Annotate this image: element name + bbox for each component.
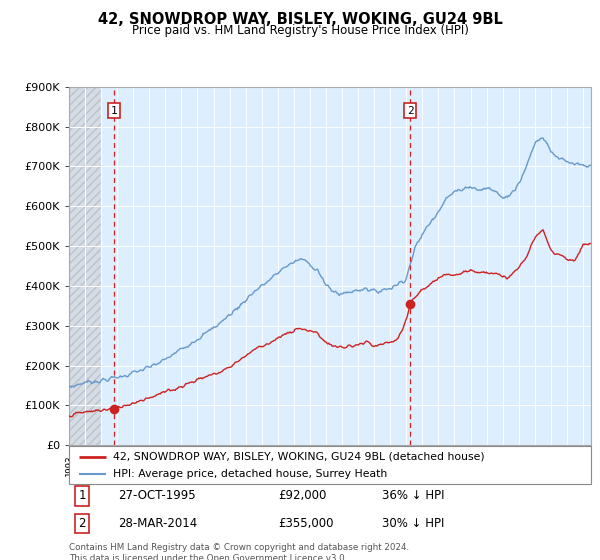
Text: 36% ↓ HPI: 36% ↓ HPI — [382, 489, 445, 502]
Text: 42, SNOWDROP WAY, BISLEY, WOKING, GU24 9BL: 42, SNOWDROP WAY, BISLEY, WOKING, GU24 9… — [98, 12, 502, 27]
Text: 1: 1 — [111, 106, 118, 116]
Text: 1: 1 — [78, 489, 86, 502]
Text: 2: 2 — [407, 106, 413, 116]
Text: 30% ↓ HPI: 30% ↓ HPI — [382, 517, 445, 530]
Text: 42, SNOWDROP WAY, BISLEY, WOKING, GU24 9BL (detached house): 42, SNOWDROP WAY, BISLEY, WOKING, GU24 9… — [113, 451, 485, 461]
Text: HPI: Average price, detached house, Surrey Heath: HPI: Average price, detached house, Surr… — [113, 469, 388, 479]
Text: £355,000: £355,000 — [278, 517, 334, 530]
Text: £92,000: £92,000 — [278, 489, 326, 502]
Text: Contains HM Land Registry data © Crown copyright and database right 2024.
This d: Contains HM Land Registry data © Crown c… — [69, 543, 409, 560]
Text: 27-OCT-1995: 27-OCT-1995 — [119, 489, 196, 502]
Text: Price paid vs. HM Land Registry's House Price Index (HPI): Price paid vs. HM Land Registry's House … — [131, 24, 469, 36]
Bar — [69, 87, 101, 445]
Text: 28-MAR-2014: 28-MAR-2014 — [119, 517, 198, 530]
Text: 2: 2 — [78, 517, 86, 530]
